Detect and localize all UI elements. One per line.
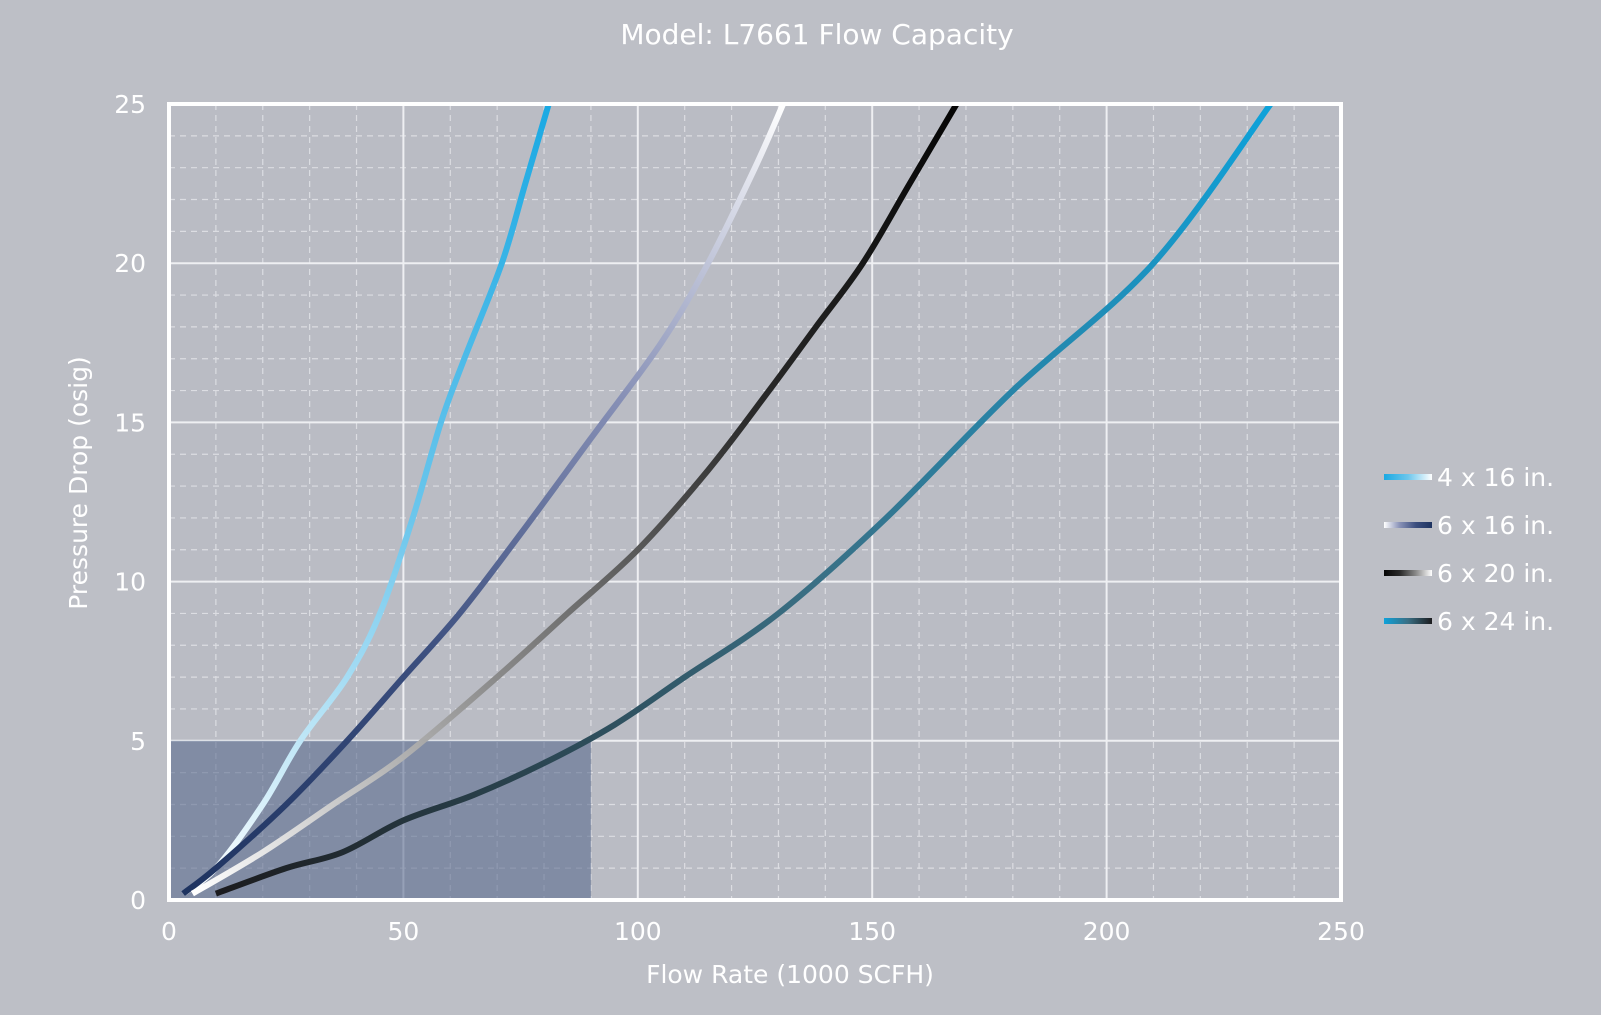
legend-label-2: 6 x 16 in. — [1437, 511, 1554, 540]
series-line-2 — [181, 102, 786, 897]
x-tick-label: 100 — [614, 917, 662, 946]
plot-frame — [167, 102, 1343, 902]
series-line-1 — [181, 103, 552, 897]
x-tick-label: 50 — [387, 917, 419, 946]
series-line-4 — [214, 102, 1274, 897]
y-tick-label: 25 — [114, 90, 146, 119]
x-tick-label: 0 — [161, 917, 177, 946]
y-tick-label: 5 — [130, 727, 146, 756]
series-lines — [181, 102, 1274, 897]
x-axis-label: Flow Rate (1000 SCFH) — [646, 960, 934, 989]
legend: 4 x 16 in. 6 x 16 in. 6 x 20 in. 6 x 24 in. — [1384, 463, 1554, 636]
y-tick-label: 0 — [130, 886, 146, 915]
x-tick-label: 200 — [1083, 917, 1131, 946]
minor-grid — [169, 104, 1341, 900]
legend-label-3: 6 x 20 in. — [1437, 559, 1554, 588]
legend-swatch-2 — [1384, 522, 1432, 528]
x-tick-label: 250 — [1317, 917, 1365, 946]
y-tick-label: 15 — [114, 408, 146, 437]
y-tick-label: 10 — [114, 568, 146, 597]
legend-label-1: 4 x 16 in. — [1437, 463, 1554, 492]
highlight-region — [169, 740, 591, 900]
legend-swatch-3 — [1384, 570, 1432, 576]
chart-title: Model: L7661 Flow Capacity — [620, 18, 1013, 51]
x-axis-ticks: 0 50 100 150 200 250 — [161, 917, 1365, 946]
y-tick-label: 20 — [114, 249, 146, 278]
x-tick-label: 150 — [848, 917, 896, 946]
y-axis-ticks: 0 5 10 15 20 25 — [114, 90, 146, 915]
legend-swatch-1 — [1384, 474, 1432, 480]
y-axis-label: Pressure Drop (osig) — [64, 356, 93, 609]
series-line-3 — [190, 102, 960, 897]
legend-swatch-4 — [1384, 618, 1432, 624]
legend-label-4: 6 x 24 in. — [1437, 607, 1554, 636]
